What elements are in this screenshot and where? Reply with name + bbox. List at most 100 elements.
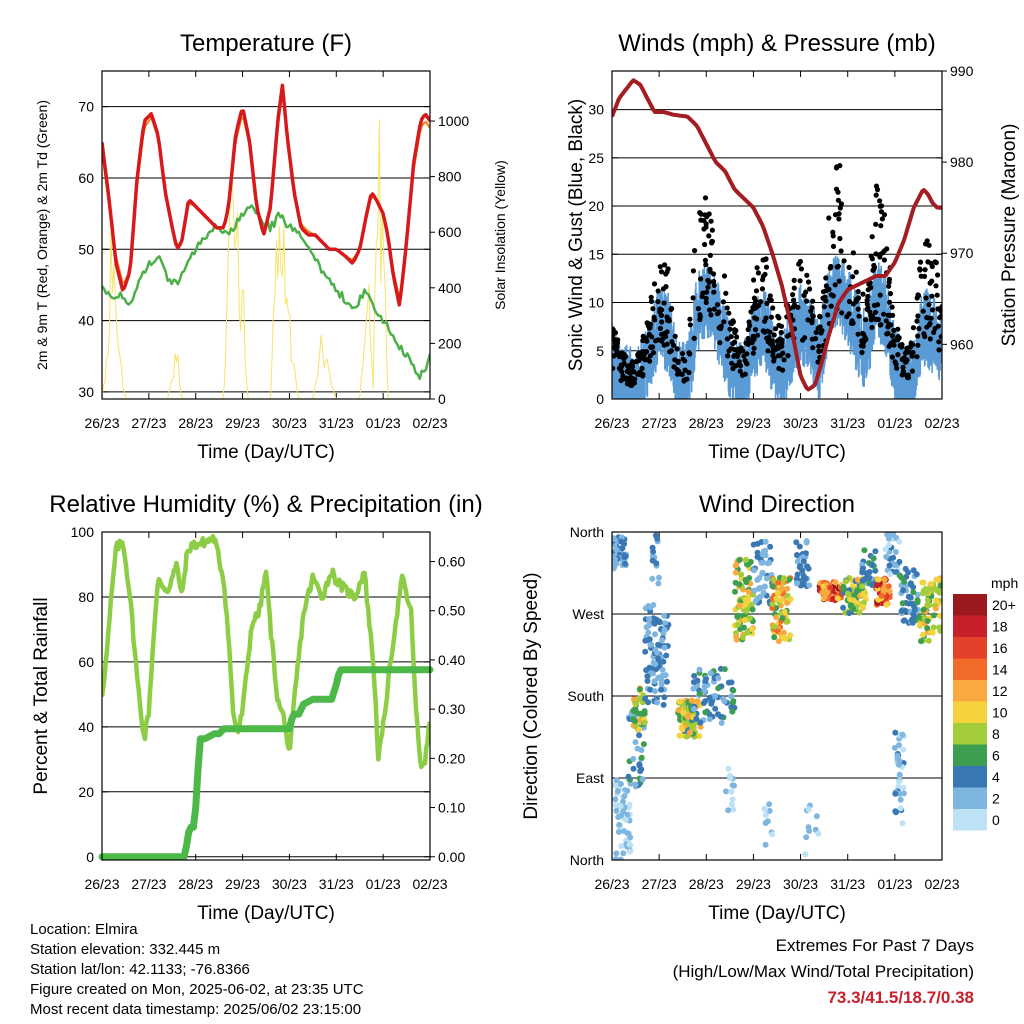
gust-point (732, 352, 738, 358)
direction-point (866, 569, 873, 575)
gust-point (711, 278, 717, 285)
gust-point (926, 302, 932, 308)
direction-point (647, 641, 654, 648)
gust-point (755, 270, 762, 276)
direction-point (638, 754, 645, 761)
gust-point (938, 308, 942, 314)
gust-point (701, 218, 707, 224)
direction-point (899, 731, 906, 738)
gust-point (697, 312, 703, 318)
gust-point (775, 343, 781, 349)
gust-point (850, 274, 856, 280)
gust-point (762, 318, 768, 324)
gust-point (802, 335, 808, 341)
gust-point (738, 363, 744, 369)
latest-timestamp-text: Most recent data timestamp: 2025/06/02 2… (30, 1001, 362, 1018)
direction-point (736, 602, 743, 609)
gust-point (859, 338, 865, 344)
gust-point (698, 276, 704, 282)
gust-point (893, 361, 899, 367)
gust-point (687, 322, 694, 328)
gust-point (730, 365, 736, 372)
gust-point (680, 351, 686, 357)
colorbar-label: 4 (992, 769, 1000, 785)
direction-point (706, 694, 713, 701)
direction-point (846, 610, 853, 617)
direction-point (813, 813, 820, 820)
x-tick-label: 29/23 (225, 415, 260, 431)
gust-point (899, 356, 905, 362)
direction-point (919, 579, 926, 586)
gust-point (647, 353, 654, 359)
x-tick-label: 30/23 (272, 876, 307, 892)
gust-point (624, 368, 630, 375)
precip-line (98, 666, 434, 861)
direction-point (870, 555, 877, 562)
direction-point (899, 600, 906, 607)
gust-point (914, 354, 920, 360)
gust-point (823, 275, 829, 281)
direction-point (890, 532, 897, 536)
gust-point (644, 320, 650, 326)
direction-point (778, 597, 785, 604)
direction-point (775, 579, 782, 586)
gust-point (750, 350, 756, 356)
direction-point (612, 536, 618, 543)
direction-point (882, 546, 889, 553)
gust-point (652, 317, 658, 323)
gust-point (753, 288, 760, 294)
direction-point (874, 582, 881, 589)
gust-point (858, 343, 865, 349)
x-tick-label: 28/23 (178, 415, 213, 431)
direction-point (729, 796, 736, 803)
direction-point (701, 683, 708, 690)
x-tick-label: 01/23 (366, 876, 401, 892)
gust-point (773, 326, 779, 332)
gust-point (853, 269, 859, 275)
direction-point (910, 589, 917, 596)
direction-point (653, 560, 660, 567)
gust-point (833, 186, 840, 192)
gust-point (635, 353, 641, 359)
x-tick-label: 01/23 (877, 876, 912, 892)
gust-point (877, 322, 883, 328)
gust-point (837, 205, 843, 211)
gust-point (711, 306, 717, 312)
direction-point (744, 629, 751, 636)
gust-point (907, 349, 913, 355)
y-tick-label: 20 (588, 198, 604, 214)
gust-point (662, 262, 668, 268)
gust-point (805, 279, 812, 285)
colorbar-swatch (953, 787, 987, 809)
direction-point (890, 554, 897, 561)
y2-axis-label: Station Pressure (Maroon) (999, 124, 1020, 347)
x-tick-label: 02/23 (412, 415, 447, 431)
colorbar-label: 18 (992, 618, 1008, 634)
direction-point (652, 631, 658, 638)
gust-point (886, 279, 892, 285)
direction-point (784, 618, 791, 625)
gust-point (790, 304, 796, 310)
y2-tick-label: 970 (950, 245, 974, 261)
gust-point (865, 287, 871, 293)
direction-point (815, 830, 822, 837)
direction-point (924, 618, 931, 624)
y-tick-label: 30 (588, 102, 604, 118)
gust-point (697, 316, 703, 323)
gust-point (775, 353, 782, 359)
gust-point (775, 313, 781, 319)
direction-point (793, 539, 800, 546)
gust-point (937, 315, 942, 321)
x-axis-label: Time (Day/UTC) (197, 442, 335, 463)
gust-point (938, 334, 942, 340)
direction-point (613, 547, 620, 553)
gust-point (880, 250, 886, 256)
gust-point (705, 284, 711, 290)
colorbar-label: 14 (992, 661, 1008, 677)
gust-point (747, 338, 753, 344)
direction-point (650, 670, 656, 677)
gust-point (733, 328, 739, 334)
direction-point (896, 538, 903, 545)
direction-point (914, 599, 921, 606)
y2-tick-label: 0.30 (438, 701, 465, 717)
